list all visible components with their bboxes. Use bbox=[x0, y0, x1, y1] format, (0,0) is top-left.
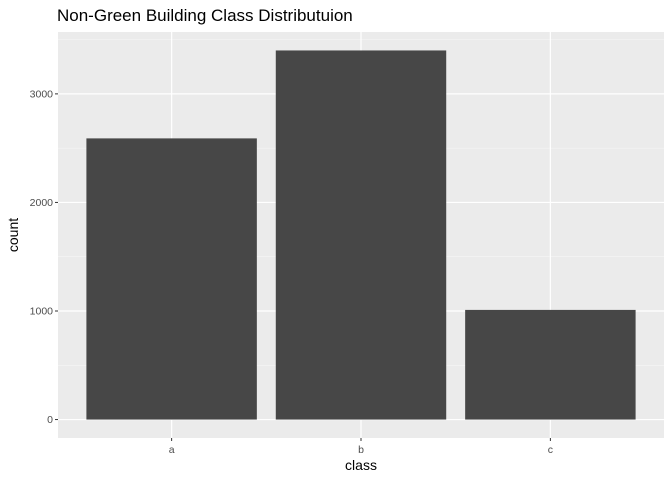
y-tick-label: 2000 bbox=[30, 197, 54, 209]
x-tick-label: c bbox=[548, 444, 553, 456]
bar-b bbox=[275, 50, 447, 420]
y-tick-label: 1000 bbox=[30, 305, 54, 317]
bar-a bbox=[86, 138, 257, 420]
x-axis-label: class bbox=[345, 457, 377, 473]
x-axis: a b c bbox=[169, 438, 553, 456]
y-axis-label: count bbox=[5, 218, 21, 252]
bar-c bbox=[465, 309, 636, 420]
y-tick-label: 0 bbox=[47, 414, 53, 426]
x-tick-label: b bbox=[358, 444, 364, 456]
y-tick-label: 3000 bbox=[30, 88, 54, 100]
bars-group bbox=[86, 50, 636, 420]
chart-title: Non-Green Building Class Distributuion bbox=[57, 6, 353, 25]
x-tick-label: a bbox=[169, 444, 175, 456]
y-axis: 0 1000 2000 3000 bbox=[30, 88, 58, 426]
